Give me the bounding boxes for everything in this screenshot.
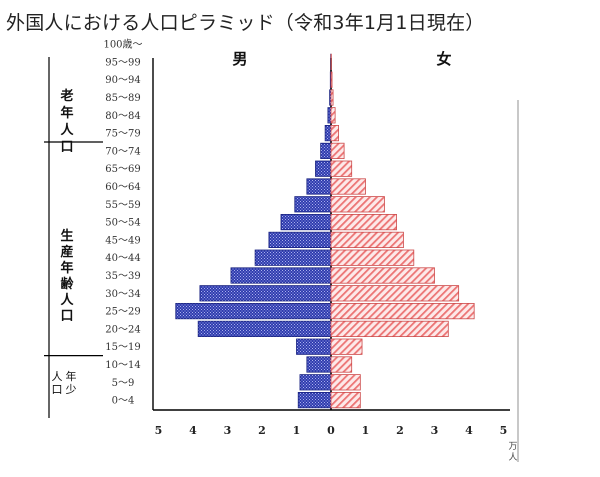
age-label-18: 90～94: [105, 75, 140, 86]
group-label-1-1: 産: [60, 244, 73, 260]
age-label-5: 25～29: [105, 307, 140, 318]
bar-female-16: [330, 107, 336, 124]
group-label-0-1: 年: [60, 105, 73, 121]
group-label-1-4: 人: [60, 292, 74, 308]
group-label-juvenile-3: 口: [52, 383, 63, 396]
page-title: 外国人における人口ピラミッド（令和3年1月1日現在）: [6, 12, 485, 34]
bar-male-2: [306, 356, 332, 373]
x-tick-right-1: 2: [396, 424, 404, 437]
age-label-13: 65～69: [105, 164, 140, 175]
bar-male-15: [324, 125, 332, 142]
x-tick-left-2: 3: [224, 424, 232, 437]
bar-male-12: [306, 178, 332, 195]
age-label-9: 45～49: [105, 235, 140, 246]
legend-female-label: 女: [436, 50, 451, 68]
age-label-3: 15～19: [105, 342, 140, 353]
x-tick-left-4: 1: [293, 424, 301, 437]
bar-male-14: [320, 142, 332, 159]
bar-female-9: [330, 231, 404, 248]
age-label-0: 0～4: [112, 396, 135, 407]
bar-female-7: [330, 267, 435, 284]
bar-male-13: [315, 160, 332, 177]
group-label-1-2: 年: [60, 260, 73, 276]
x-tick-right-2: 3: [431, 424, 439, 437]
bar-male-16: [327, 107, 332, 124]
bar-female-10: [330, 213, 397, 231]
bar-female-11: [330, 196, 385, 213]
x-tick-left-3: 2: [258, 424, 266, 437]
group-label-1-3: 齢: [60, 276, 74, 292]
bar-male-4: [197, 320, 332, 338]
bar-male-3: [296, 338, 332, 355]
bar-female-15: [330, 125, 339, 142]
bar-male-9: [268, 231, 332, 248]
legend-male-label: 男: [232, 50, 247, 68]
bar-female-2: [330, 356, 353, 373]
group-label-juvenile-2: 人: [52, 370, 63, 383]
age-label-2: 10～14: [105, 360, 140, 371]
bar-male-10: [280, 213, 332, 231]
age-label-4: 20～24: [105, 324, 140, 335]
age-label-20: 100歳～: [103, 39, 142, 51]
group-label-0-3: 口: [60, 140, 73, 155]
bar-male-7: [230, 267, 332, 284]
bar-female-14: [330, 142, 345, 159]
x-tick-right-0: 1: [362, 424, 370, 437]
bar-female-0: [330, 391, 361, 409]
bar-female-1: [330, 374, 361, 391]
bar-female-18: [330, 71, 333, 88]
bar-female-5: [330, 302, 475, 320]
bar-female-8: [330, 249, 415, 266]
age-label-7: 35～39: [105, 271, 140, 282]
age-label-6: 30～34: [105, 289, 140, 300]
age-label-11: 55～59: [105, 200, 140, 211]
age-label-16: 80～84: [105, 111, 140, 122]
x-tick-left-0: 5: [155, 424, 163, 437]
bar-female-12: [330, 178, 366, 195]
x-tick-left-1: 4: [189, 424, 197, 437]
bar-female-4: [330, 320, 449, 338]
age-label-8: 40～44: [105, 253, 140, 264]
group-label-juvenile-1: 少: [66, 383, 77, 396]
bar-male-11: [294, 196, 332, 213]
bar-female-17: [330, 89, 334, 106]
age-label-15: 75～79: [105, 129, 140, 140]
bar-female-6: [330, 285, 460, 302]
group-label-1-5: 口: [60, 309, 73, 324]
group-label-1-0: 生: [60, 228, 73, 244]
bar-male-1: [299, 374, 332, 391]
bar-male-8: [254, 249, 332, 266]
age-label-14: 70～74: [105, 146, 140, 157]
bar-male-0: [297, 391, 332, 409]
age-label-17: 85～89: [105, 93, 140, 104]
x-tick-left-5: 0: [327, 424, 335, 437]
age-label-1: 5～9: [112, 378, 135, 389]
bar-male-6: [199, 285, 332, 302]
group-label-juvenile-0: 年: [66, 369, 77, 383]
bar-female-13: [330, 160, 353, 177]
x-tick-right-3: 4: [465, 424, 473, 437]
x-unit-label-1: 万: [508, 442, 517, 452]
x-unit-label-2: 人: [508, 452, 517, 463]
group-label-0-0: 老: [59, 88, 73, 104]
group-label-0-2: 人: [60, 122, 74, 138]
age-label-19: 95～99: [105, 57, 140, 68]
bar-female-3: [330, 338, 363, 355]
x-tick-right-4: 5: [500, 424, 508, 437]
bar-male-5: [175, 302, 332, 320]
age-label-12: 60～64: [105, 182, 140, 193]
age-label-10: 50～54: [105, 218, 140, 229]
